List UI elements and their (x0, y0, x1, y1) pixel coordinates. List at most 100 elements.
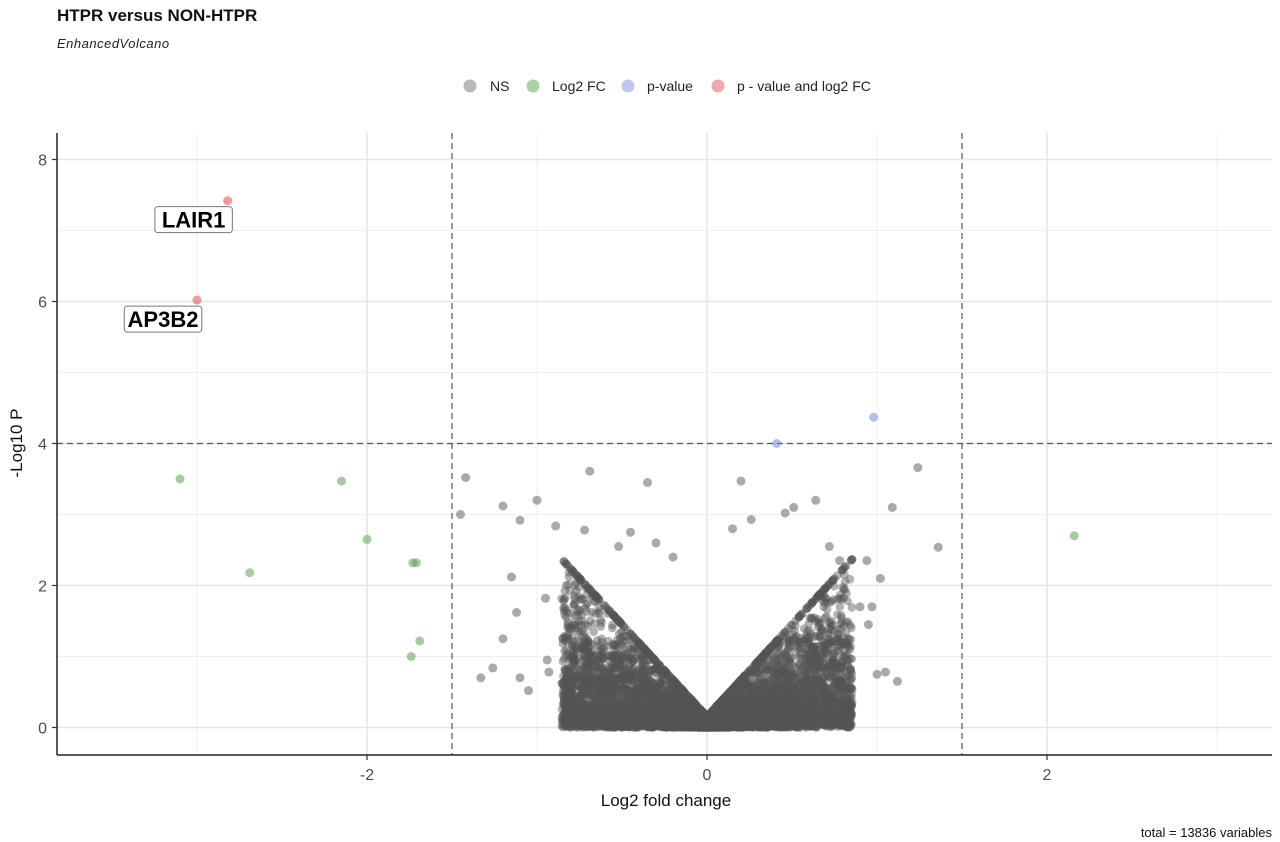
ns-point (680, 720, 689, 729)
ns-point (793, 713, 802, 723)
ns-point (768, 691, 777, 701)
ns-point (643, 700, 652, 709)
ns-point (760, 661, 770, 670)
ns-point (598, 663, 607, 673)
ns-point (658, 715, 668, 724)
ns-point (609, 681, 619, 690)
ns-point (652, 684, 662, 693)
ns-point (703, 719, 713, 728)
ns-point (636, 640, 645, 649)
ns-point (833, 646, 843, 656)
ns-point (767, 701, 777, 711)
ns-point (744, 695, 754, 705)
ns-point (704, 712, 714, 722)
ns-point (797, 609, 806, 619)
ns-point (691, 700, 700, 709)
ns-point (673, 689, 683, 698)
ns-point (756, 711, 765, 720)
ns-point (666, 679, 675, 688)
ns-point (653, 712, 662, 722)
ns-point (798, 691, 808, 701)
ns-point (688, 696, 697, 706)
ns-point (626, 670, 635, 679)
ns-point (805, 720, 815, 729)
ns-point (725, 721, 735, 730)
ns-point (617, 723, 626, 732)
ns-point (677, 708, 686, 717)
ns-point (732, 708, 741, 717)
ns-point (624, 717, 634, 726)
ns-point (645, 691, 654, 701)
ns-point (648, 717, 658, 727)
ns-point (621, 705, 631, 715)
ns-point (696, 715, 706, 724)
ns-point (633, 708, 642, 718)
ns-point (637, 663, 646, 672)
ns-point (642, 712, 652, 721)
ns-point (623, 697, 632, 706)
ns-point (742, 694, 752, 703)
ns-point (695, 721, 705, 730)
ns-point (844, 706, 853, 716)
ns-point (722, 707, 731, 717)
ns-point (697, 722, 707, 732)
ns-point (847, 603, 857, 612)
ns-point (800, 709, 810, 718)
ns-point (580, 661, 589, 671)
ns-point (708, 719, 718, 729)
ns-point (602, 603, 611, 612)
ns-point (773, 706, 783, 716)
ns-point (701, 722, 711, 732)
ns-point (611, 675, 620, 685)
ns-point (695, 722, 704, 731)
ns-point (570, 621, 580, 630)
ns-point (694, 703, 703, 712)
ns-point (643, 714, 652, 724)
ns-point (570, 681, 580, 691)
ns-point (800, 656, 810, 665)
ns-point (734, 722, 743, 731)
ns-point (677, 716, 687, 725)
ns-point (708, 722, 717, 732)
ns-point (666, 708, 675, 718)
ns-point (705, 710, 715, 720)
ns-point (710, 721, 720, 731)
ns-point (640, 644, 649, 654)
ns-point (776, 687, 786, 697)
ns-point (786, 669, 795, 678)
ns-point (750, 707, 760, 717)
ns-point (695, 716, 705, 725)
ns-point (729, 703, 739, 712)
ns-point (744, 667, 753, 677)
ns-point (746, 669, 756, 679)
ns-point (643, 679, 652, 689)
ns-point (623, 713, 633, 723)
ns-point (738, 719, 748, 729)
ns-point (618, 710, 628, 720)
ns-point (749, 705, 758, 714)
ns-point (796, 691, 806, 700)
ns-point (804, 650, 813, 660)
ns-point (817, 691, 827, 700)
ns-point (833, 718, 842, 728)
ns-point (685, 715, 695, 725)
ns-point (828, 677, 838, 687)
ns-point (699, 719, 709, 729)
ns-point (706, 714, 716, 723)
ns-point (776, 706, 786, 716)
ns-point (820, 703, 829, 712)
ns-point (805, 718, 814, 727)
ns-point (572, 709, 582, 718)
ns-point (578, 718, 587, 728)
ns-point (676, 704, 685, 713)
ns-point (624, 721, 634, 731)
ns-point (564, 708, 574, 717)
ns-point (579, 663, 589, 673)
ns-point (696, 722, 706, 731)
ns-point (629, 718, 638, 728)
ns-point (696, 711, 706, 720)
ns-point (600, 717, 609, 727)
ns-point (808, 698, 817, 707)
ns-point (807, 642, 817, 652)
ns-point (716, 716, 726, 726)
